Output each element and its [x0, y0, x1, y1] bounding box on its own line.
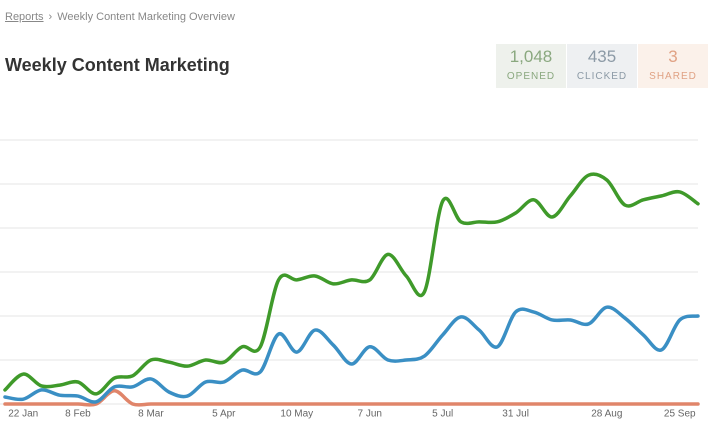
x-tick-label: 7 Jun [358, 409, 382, 420]
breadcrumb-separator: › [48, 11, 53, 23]
stat-opened[interactable]: 1,048 OPENED [496, 44, 566, 88]
breadcrumb-current: Weekly Content Marketing Overview [57, 11, 235, 23]
stat-value: 3 [668, 47, 678, 66]
series-line [3, 305, 700, 404]
page-title: Weekly Content Marketing [5, 55, 230, 75]
x-tick-label: 8 Mar [138, 409, 164, 420]
stat-label: SHARED [649, 71, 697, 82]
breadcrumb: Reports › Weekly Content Marketing Overvie… [5, 11, 235, 23]
stat-label: CLICKED [576, 71, 628, 82]
x-tick-label: 5 Apr [212, 409, 236, 420]
stat-clicked[interactable]: 435 CLICKED [567, 44, 637, 88]
x-tick-label: 25 Sep [664, 409, 696, 420]
series-line [3, 389, 700, 407]
breadcrumb-link[interactable]: Reports [5, 11, 44, 23]
x-tick-label: 5 Jul [432, 409, 453, 420]
stat-value: 435 [587, 47, 617, 66]
x-tick-label: 22 Jan [8, 409, 38, 420]
x-tick-label: 10 May [280, 409, 313, 420]
series-line [3, 172, 700, 396]
x-tick-label: 8 Feb [65, 409, 91, 420]
x-tick-label: 31 Jul [502, 409, 529, 420]
stat-label: OPENED [506, 71, 556, 82]
x-tick-label: 28 Aug [591, 409, 622, 420]
stat-value: 1,048 [509, 47, 553, 66]
stat-shared[interactable]: 3 SHARED [638, 44, 708, 88]
